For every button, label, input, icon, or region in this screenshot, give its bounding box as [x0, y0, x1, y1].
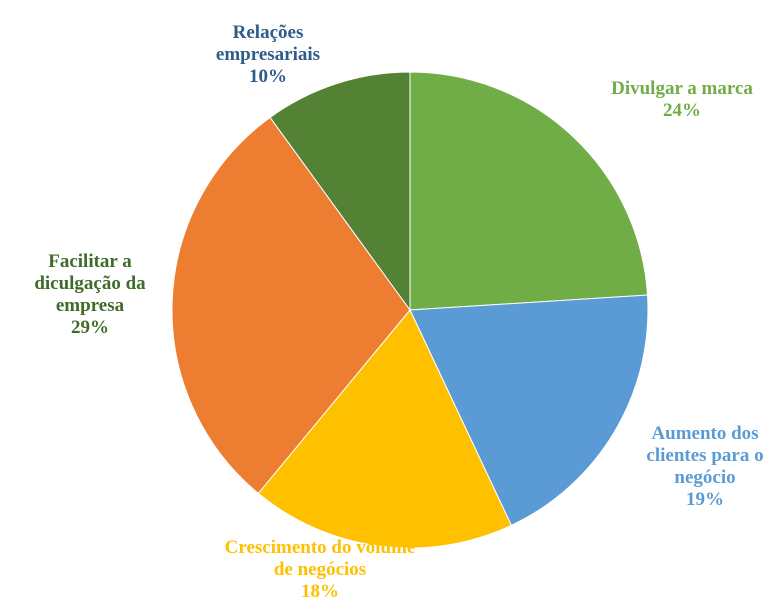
value-label: 18% [301, 581, 339, 602]
slice-label: Divulgar a marca 24% [587, 78, 777, 122]
value-label: 29% [71, 317, 109, 338]
slice-label: Crescimento do volume de negócios 18% [215, 537, 425, 603]
pie-slice [257, 309, 513, 549]
slice-label: Aumento dos clientes para o negócio 19% [630, 423, 780, 511]
slice-label: Facilitar a diculgação da empresa 29% [15, 251, 165, 339]
value-label: 19% [686, 489, 724, 510]
category-name: Aumento dos clientes para o negócio [646, 423, 764, 488]
pie-slice [171, 116, 411, 495]
category-name: Relações empresariais [215, 22, 321, 65]
value-label: 10% [249, 66, 287, 87]
value-label: 24% [663, 100, 701, 121]
pie-slice [269, 71, 411, 312]
pie-slice [409, 71, 649, 311]
slice-label: Relações empresariais 10% [203, 22, 333, 88]
pie-slice [409, 294, 649, 527]
category-name: Facilitar a diculgação da empresa [34, 251, 146, 316]
category-name: Crescimento do volume de negócios [224, 537, 416, 580]
category-name: Divulgar a marca [611, 78, 753, 99]
